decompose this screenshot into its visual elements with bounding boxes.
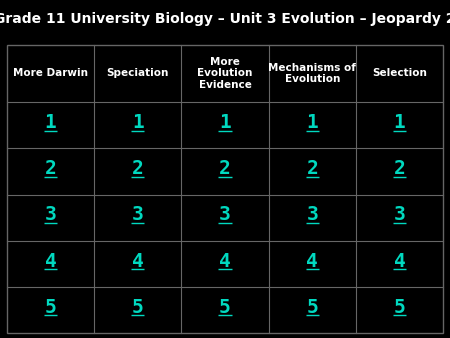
Text: 4: 4 (394, 251, 405, 270)
Text: 2: 2 (45, 159, 56, 178)
Text: 5: 5 (45, 298, 56, 317)
Bar (7, 45, 443, 333)
Text: 4: 4 (306, 251, 318, 270)
Text: 3: 3 (132, 206, 144, 224)
Text: 1: 1 (306, 113, 318, 132)
Text: 1: 1 (219, 113, 231, 132)
Text: 2: 2 (394, 159, 405, 178)
Text: 3: 3 (45, 206, 56, 224)
Text: 3: 3 (219, 206, 231, 224)
Text: Speciation: Speciation (107, 69, 169, 78)
Text: More Darwin: More Darwin (13, 69, 88, 78)
Text: 1: 1 (132, 113, 144, 132)
Text: 2: 2 (219, 159, 231, 178)
Text: More
Evolution
Evidence: More Evolution Evidence (197, 57, 253, 90)
Text: Grade 11 University Biology – Unit 3 Evolution – Jeopardy 2: Grade 11 University Biology – Unit 3 Evo… (0, 12, 450, 26)
Text: 4: 4 (45, 251, 56, 270)
Text: 5: 5 (219, 298, 231, 317)
Text: 2: 2 (306, 159, 318, 178)
Text: 3: 3 (394, 206, 405, 224)
Text: 5: 5 (306, 298, 318, 317)
Text: Selection: Selection (372, 69, 427, 78)
Text: 1: 1 (45, 113, 56, 132)
Text: 4: 4 (132, 251, 144, 270)
Text: 1: 1 (394, 113, 405, 132)
Text: 5: 5 (394, 298, 405, 317)
Text: 5: 5 (132, 298, 144, 317)
Text: Mechanisms of
Evolution: Mechanisms of Evolution (268, 63, 356, 84)
Text: 3: 3 (306, 206, 318, 224)
Text: 2: 2 (132, 159, 144, 178)
Text: 4: 4 (219, 251, 231, 270)
